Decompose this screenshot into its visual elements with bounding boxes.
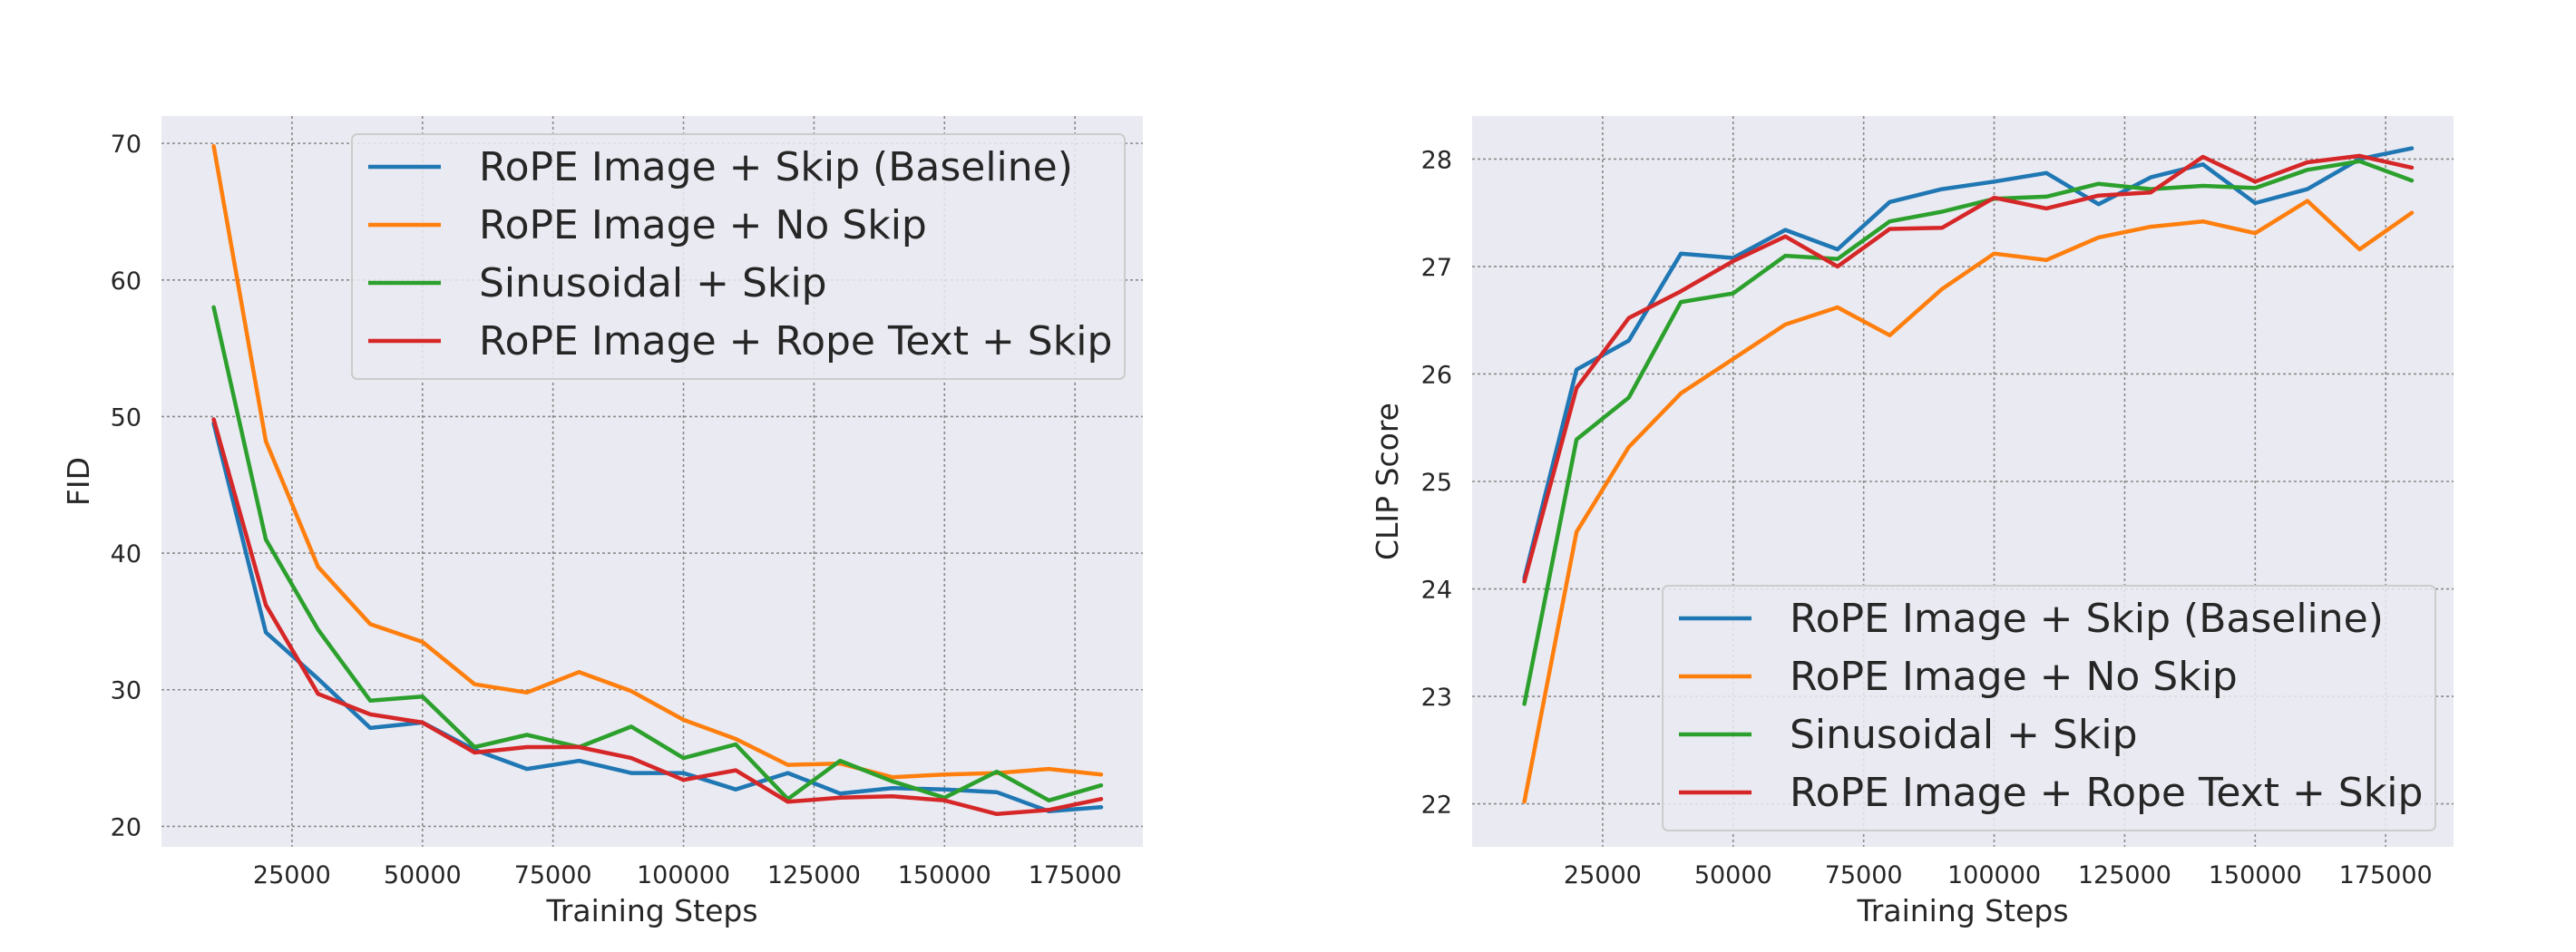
y-axis-label: CLIP Score [1370, 403, 1405, 560]
legend-label: RoPE Image + Skip (Baseline) [1790, 596, 2384, 642]
series-line-3 [1522, 159, 2415, 706]
x-tick-label: 125000 [767, 861, 861, 889]
x-tick-label: 50000 [1694, 861, 1772, 889]
legend: RoPE Image + Skip (Baseline) RoPE Image +… [351, 133, 1126, 380]
x-tick-label: 100000 [1947, 861, 2041, 889]
fid-chart: 25000 50000 75000 100000 125000 150000 175000 2… [61, 116, 1143, 928]
legend-label: Sinusoidal + Skip [479, 260, 827, 306]
y-tick-label: 50 [111, 403, 141, 432]
clip-score-chart: 25000 50000 75000 100000 125000 150000 175000 2… [1370, 116, 2454, 928]
y-tick-label: 27 [1421, 254, 1452, 282]
y-tick-label: 22 [1421, 792, 1452, 820]
legend: RoPE Image + Skip (Baseline) RoPE Image +… [1662, 585, 2436, 831]
y-tick-label: 26 [1421, 361, 1452, 389]
x-tick-label: 150000 [2209, 861, 2302, 889]
y-tick-label: 24 [1421, 577, 1452, 605]
series-line-3 [211, 305, 1104, 803]
series-line-2 [1522, 199, 2415, 804]
legend-box [1662, 585, 2436, 831]
y-tick-label: 30 [111, 677, 141, 705]
x-tick-label: 75000 [1825, 861, 1903, 889]
y-tick-label: 40 [111, 540, 141, 568]
legend-label: RoPE Image + No Skip [479, 202, 927, 248]
y-axis-label: FID [61, 457, 96, 506]
y-tick-label: 23 [1421, 684, 1452, 712]
x-axis-label: Training Steps [545, 893, 757, 928]
x-tick-label: 25000 [1564, 861, 1642, 889]
legend-label: RoPE Image + Skip (Baseline) [479, 144, 1073, 190]
series-line-4 [1522, 153, 2415, 584]
x-tick-label: 50000 [384, 861, 462, 889]
legend-label: RoPE Image + Rope Text + Skip [479, 318, 1112, 364]
x-tick-label: 175000 [2339, 861, 2433, 889]
legend-box [351, 133, 1126, 380]
x-tick-label: 25000 [253, 861, 331, 889]
legend-label: Sinusoidal + Skip [1790, 712, 2138, 758]
y-tick-label: 20 [111, 813, 141, 841]
series-line-2 [211, 143, 1104, 780]
series-line-1 [211, 421, 1104, 814]
x-tick-label: 125000 [2078, 861, 2171, 889]
series-line-4 [211, 417, 1104, 817]
x-tick-label: 175000 [1029, 861, 1122, 889]
y-tick-label: 70 [111, 131, 141, 159]
x-axis-label: Training Steps [1856, 893, 2068, 928]
y-tick-label: 28 [1421, 146, 1452, 174]
x-tick-label: 75000 [514, 861, 592, 889]
x-tick-label: 150000 [898, 861, 991, 889]
legend-label: RoPE Image + No Skip [1790, 654, 2238, 700]
y-tick-label: 25 [1421, 469, 1452, 497]
x-tick-label: 100000 [637, 861, 730, 889]
y-tick-label: 60 [111, 267, 141, 296]
legend-label: RoPE Image + Rope Text + Skip [1790, 770, 2423, 816]
series-line-1 [1522, 146, 2415, 580]
